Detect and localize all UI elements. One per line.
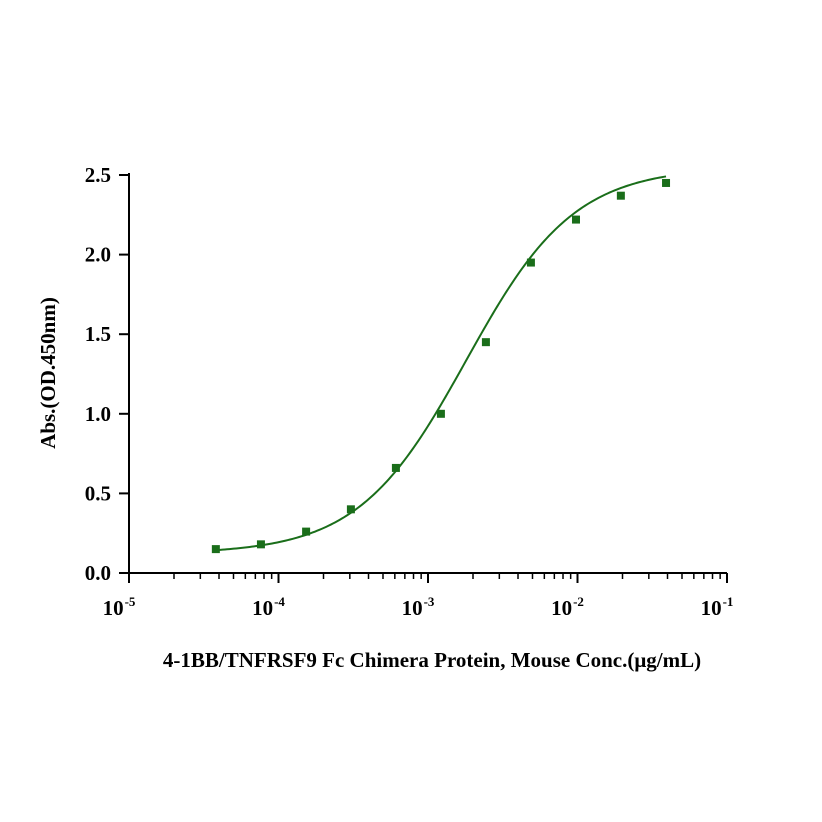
plot-area [211,175,671,554]
x-tick-label: 10-1 [701,594,734,620]
data-point [436,409,445,418]
data-point [211,545,220,554]
y-tick-label: 2.5 [85,163,111,187]
data-point [616,191,625,200]
data-point [256,540,265,549]
data-point [302,527,311,536]
y-tick-label: 1.0 [85,402,111,426]
x-tick-label: 10-4 [252,594,285,620]
y-tick-label: 1.5 [85,322,111,346]
x-tick-label: 10-5 [103,594,136,620]
data-point [391,463,400,472]
y-tick-label: 0.5 [85,481,111,505]
data-point [481,338,490,347]
x-tick-label: 10-2 [551,594,584,620]
x-tick-label: 10-3 [402,594,435,620]
data-point [571,215,580,224]
fit-curve [215,175,667,552]
data-point [662,178,671,187]
y-tick-label: 2.0 [85,243,111,267]
y-tick-label: 0.0 [85,561,111,585]
data-point [526,258,535,267]
data-point [346,505,355,514]
y-axis-title: Abs.(OD.450nm) [36,297,60,449]
x-axis-title: 4-1BB/TNFRSF9 Fc Chimera Protein, Mouse … [163,648,701,672]
axes: 0.0 0.5 1.0 1.5 2.0 2.5 10-5 10-4 10-3 10-2 10-1 [85,163,734,620]
